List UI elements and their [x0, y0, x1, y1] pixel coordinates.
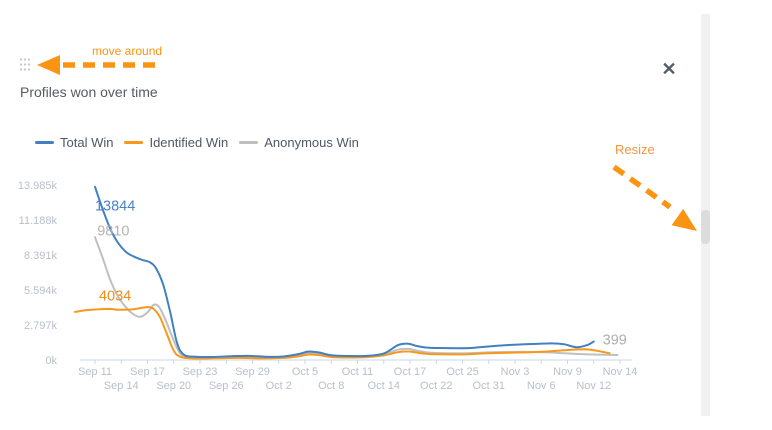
move-around-arrow-icon	[37, 55, 162, 75]
svg-text:Nov 6: Nov 6	[527, 380, 556, 392]
svg-text:Sep 23: Sep 23	[183, 366, 218, 378]
svg-text:Sep 14: Sep 14	[104, 380, 139, 392]
svg-text:Oct 25: Oct 25	[446, 366, 478, 378]
svg-text:13.985k: 13.985k	[18, 180, 58, 192]
svg-text:9810: 9810	[97, 223, 129, 239]
total-win-swatch-icon	[35, 141, 54, 144]
svg-text:Sep 11: Sep 11	[78, 366, 112, 378]
resize-gutter[interactable]	[701, 14, 710, 416]
svg-text:Nov 3: Nov 3	[501, 366, 530, 378]
svg-text:Oct 5: Oct 5	[292, 366, 318, 378]
svg-text:Oct 8: Oct 8	[318, 380, 344, 392]
move-around-label: move around	[92, 44, 163, 58]
legend-item-anonymous-win[interactable]: Anonymous Win	[239, 135, 359, 150]
svg-text:Oct 11: Oct 11	[342, 366, 374, 378]
svg-text:Oct 22: Oct 22	[420, 380, 452, 392]
legend-item-identified-win[interactable]: Identified Win	[124, 135, 228, 150]
svg-text:Nov 9: Nov 9	[553, 366, 582, 378]
svg-text:399: 399	[603, 332, 627, 348]
profiles-chart[interactable]: Sep 11 Sep 14 Sep 17 Sep 20 Sep 23 Sep 26 Sep …	[0, 158, 660, 410]
legend-label: Anonymous Win	[264, 135, 359, 150]
svg-text:Sep 29: Sep 29	[235, 366, 270, 378]
chart-legend: Total Win Identified Win Anonymous Win	[35, 135, 359, 150]
identified-win-swatch-icon	[124, 141, 144, 144]
svg-text:11.188k: 11.188k	[19, 215, 58, 227]
svg-text:Nov 12: Nov 12	[576, 380, 611, 392]
svg-text:2.797k: 2.797k	[24, 320, 58, 332]
svg-text:5.594k: 5.594k	[24, 285, 58, 297]
drag-handle-icon[interactable]	[19, 57, 30, 73]
widget-title: Profiles won over time	[20, 84, 158, 100]
resize-arrow-icon	[612, 164, 697, 231]
svg-text:8.391k: 8.391k	[24, 250, 58, 262]
svg-text:Oct 31: Oct 31	[473, 380, 505, 392]
gutter-thumb[interactable]	[701, 210, 710, 244]
svg-text:4034: 4034	[99, 289, 131, 305]
anonymous-win-swatch-icon	[239, 141, 259, 144]
svg-text:Nov 14: Nov 14	[603, 366, 638, 378]
svg-text:Sep 17: Sep 17	[130, 366, 165, 378]
svg-text:0k: 0k	[45, 355, 57, 367]
legend-item-total-win[interactable]: Total Win	[35, 135, 113, 150]
legend-label: Total Win	[60, 135, 114, 150]
svg-text:Sep 20: Sep 20	[156, 380, 191, 392]
svg-text:Oct 2: Oct 2	[266, 380, 292, 392]
svg-text:Oct 14: Oct 14	[368, 380, 400, 392]
svg-text:13844: 13844	[95, 198, 135, 214]
resize-label: Resize	[615, 142, 655, 157]
legend-label: Identified Win	[149, 135, 229, 150]
close-icon[interactable]: ✕	[654, 54, 684, 84]
svg-text:Sep 26: Sep 26	[209, 380, 244, 392]
svg-text:Oct 17: Oct 17	[394, 366, 426, 378]
